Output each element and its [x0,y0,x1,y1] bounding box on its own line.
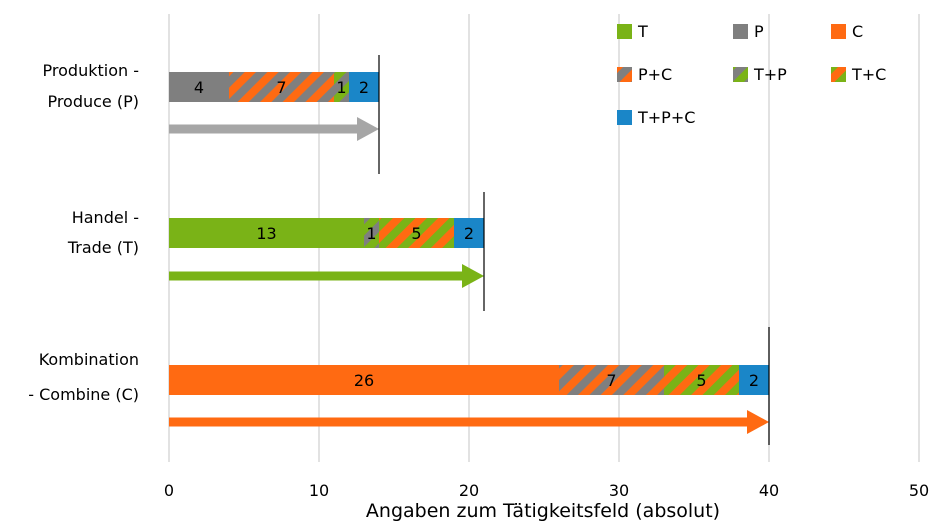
category-label: Handel - [72,208,139,227]
bar-segment [229,72,334,102]
legend-swatch [617,110,632,125]
bar-segment [334,72,349,102]
legend-swatch [831,67,846,82]
legend-swatch [617,24,632,39]
bars: 4 7 1 213 1 5 226 7 5 2 [169,72,769,395]
legend-swatch [733,67,748,82]
bar-segment [349,72,379,102]
legend-label: P [754,22,764,41]
legend-label: P+C [638,65,672,84]
bar-segment [169,72,229,102]
total-arrow-head [357,117,379,141]
legend-label: T+P [753,65,787,84]
legend-label: T+P+C [637,108,695,127]
x-tick-label: 20 [459,481,479,500]
bar-segment [664,365,739,395]
category-label: Produce (P) [47,92,139,111]
bar-segment-label: 2 [749,371,759,390]
bar-segment-label: 4 [194,78,204,97]
total-arrows [169,117,769,434]
category-label: Produktion - [43,61,139,80]
legend-swatch [733,24,748,39]
bar-segment [364,218,379,248]
bar-segment [379,218,454,248]
x-tick-label: 30 [609,481,629,500]
legend-label: T [637,22,648,41]
category-label: Kombination [39,350,139,369]
bar-segment [454,218,484,248]
x-axis-title: Angaben zum Tätigkeitsfeld (absolut) [366,500,720,522]
legend: T P C P+C T+P T+C T+P+C [617,22,886,127]
bar-segment [739,365,769,395]
bar-segment [169,218,364,248]
bar-segment-label: 13 [256,224,276,243]
x-tick-label: 0 [164,481,174,500]
bar-segment-label: 2 [464,224,474,243]
x-tick-label: 10 [309,481,329,500]
bar-segment-label: 2 [359,78,369,97]
legend-label: T+C [851,65,886,84]
bar-segment-label: 26 [354,371,374,390]
bar-segment-label: 1 [336,78,346,97]
bar-segment [559,365,664,395]
total-arrow-head [462,264,484,288]
bar-segment-label: 1 [366,224,376,243]
x-tick-label: 40 [759,481,779,500]
bar-segment-label: 5 [411,224,421,243]
legend-swatch [617,67,632,82]
bar-segment-label: 5 [696,371,706,390]
bar-segment [169,365,559,395]
total-markers [378,55,770,445]
category-label: - Combine (C) [28,385,139,404]
legend-swatch [831,24,846,39]
category-label: Trade (T) [67,238,139,257]
x-tick-labels: 0 10 20 30 40 50 [164,481,929,500]
legend-label: C [852,22,863,41]
total-arrow-head [747,410,769,434]
category-labels: Produktion - Produce (P) Handel - Trade (T)… [28,61,139,404]
bar-segment-label: 7 [276,78,286,97]
x-tick-label: 50 [909,481,929,500]
bar-segment-label: 7 [606,371,616,390]
